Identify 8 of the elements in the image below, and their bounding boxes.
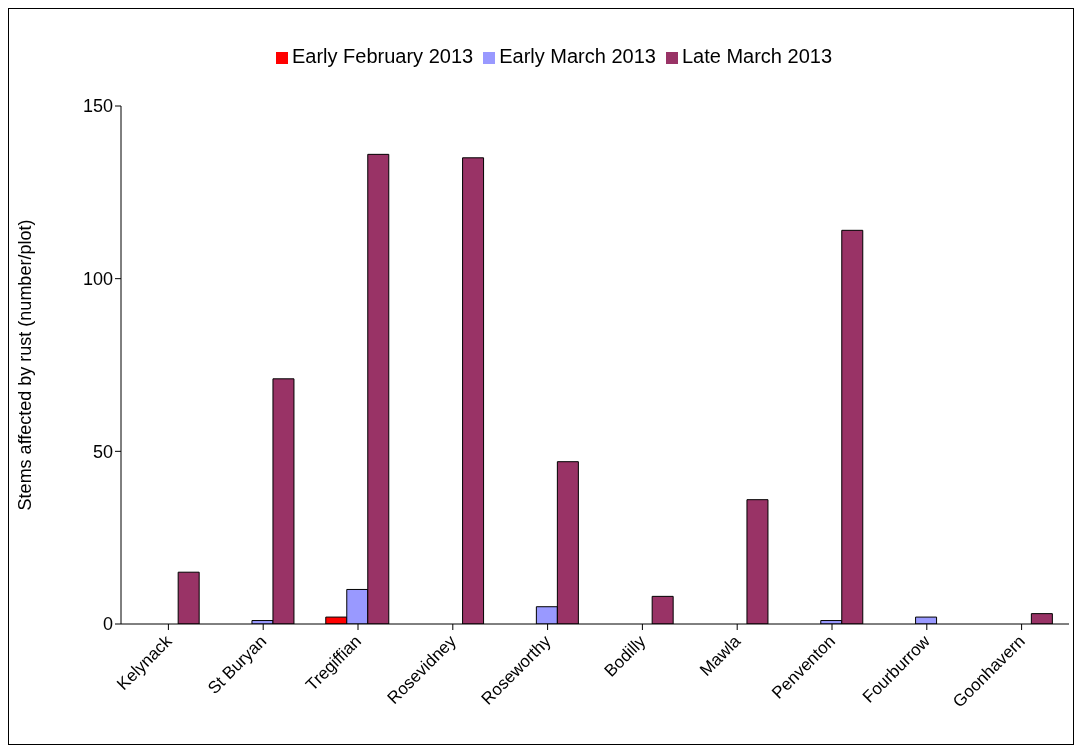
legend-label: Early February 2013 — [291, 45, 474, 67]
y-axis-title: Stems affected by rust (number/plot) — [15, 219, 36, 511]
y-tick-label: 0 — [102, 614, 113, 635]
y-tick-label: 100 — [82, 269, 113, 290]
legend-label: Late March 2013 — [681, 45, 833, 67]
y-tick-label: 150 — [82, 96, 113, 117]
y-tick-label: 50 — [92, 441, 113, 462]
legend-label: Early March 2013 — [499, 45, 656, 67]
